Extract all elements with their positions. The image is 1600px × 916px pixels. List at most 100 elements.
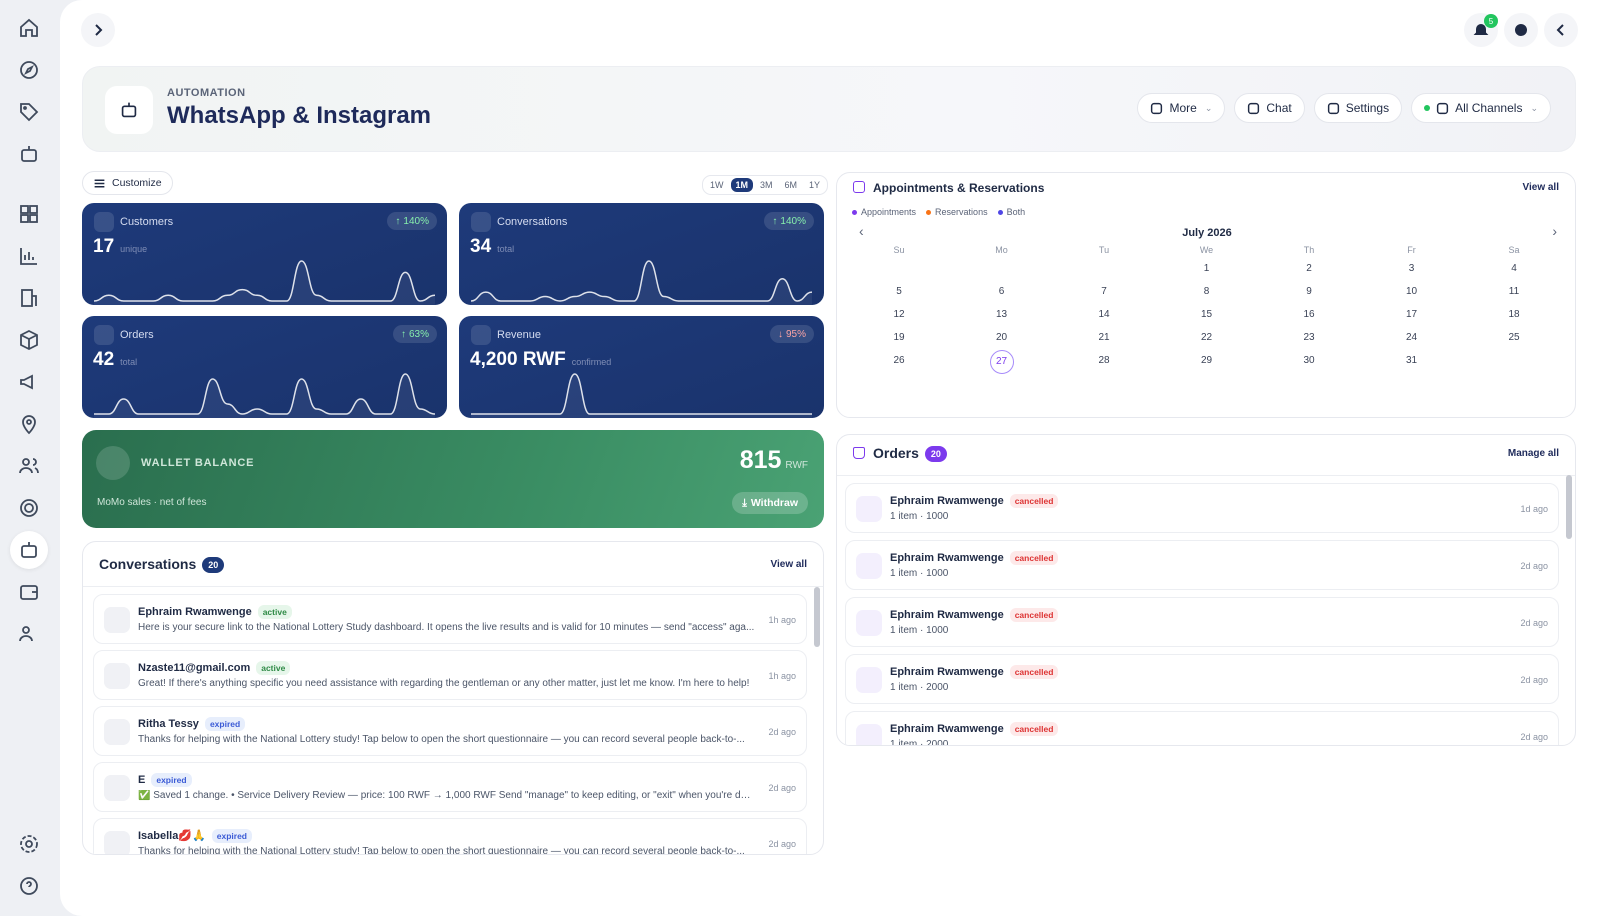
next-month[interactable]: › bbox=[1552, 223, 1557, 239]
cart-icon bbox=[853, 447, 865, 459]
legend-label: Appointments bbox=[861, 207, 917, 217]
prev-month[interactable]: ‹ bbox=[859, 223, 864, 239]
appointments-view-all[interactable]: View all bbox=[1522, 182, 1559, 193]
nav-settings[interactable] bbox=[17, 832, 41, 856]
calendar-day[interactable]: 20 bbox=[995, 332, 1008, 343]
calendar-day[interactable]: 2 bbox=[1306, 263, 1312, 274]
calendar-day[interactable]: 1 bbox=[1203, 263, 1210, 274]
header-eyebrow: AUTOMATION bbox=[167, 87, 246, 99]
calendar-day[interactable]: 23 bbox=[1303, 332, 1315, 343]
order-row[interactable]: Ephraim Rwamwenge cancelled 1 item · 1000 1… bbox=[845, 483, 1559, 533]
range-option[interactable]: 6M bbox=[784, 180, 798, 190]
stat-change: ↑ 140% bbox=[387, 212, 437, 230]
nav-home[interactable] bbox=[17, 16, 41, 40]
range-option[interactable]: 1M bbox=[730, 178, 754, 192]
appointments-title: Appointments & Reservations bbox=[873, 181, 1045, 195]
calendar-day[interactable]: 4 bbox=[1511, 263, 1517, 274]
nav-buildings[interactable] bbox=[17, 286, 41, 310]
settings-button[interactable] bbox=[1504, 13, 1538, 47]
order-row[interactable]: Ephraim Rwamwenge cancelled 1 item · 1000 2… bbox=[845, 597, 1559, 647]
order-row[interactable]: Ephraim Rwamwenge cancelled 1 item · 1000 2… bbox=[845, 540, 1559, 590]
header-action[interactable]: All Channels ⌄ bbox=[1411, 93, 1551, 123]
calendar-day[interactable]: 18 bbox=[1508, 309, 1520, 320]
legend-label: Both bbox=[1006, 207, 1026, 217]
order-row[interactable]: Ephraim Rwamwenge cancelled 1 item · 2000 2… bbox=[845, 654, 1559, 704]
calendar-day[interactable]: 14 bbox=[1098, 309, 1110, 320]
calendar-day[interactable]: 5 bbox=[896, 286, 902, 297]
stat-label: Orders bbox=[120, 329, 154, 341]
stat-unit: total bbox=[120, 357, 138, 367]
nav-team[interactable] bbox=[17, 622, 41, 646]
status-badge: expired bbox=[204, 717, 246, 731]
calendar-day[interactable]: 3 bbox=[1408, 263, 1415, 274]
withdraw-button[interactable]: ⤓ Withdraw bbox=[732, 492, 808, 514]
range-option[interactable]: 1W bbox=[710, 180, 724, 190]
calendar-day[interactable]: 19 bbox=[893, 332, 905, 343]
conversation-name: E bbox=[138, 773, 146, 786]
calendar-day[interactable]: 31 bbox=[1405, 355, 1418, 366]
nav-wallet[interactable] bbox=[17, 580, 41, 604]
nav-grid[interactable] bbox=[17, 202, 41, 226]
calendar-day[interactable]: 28 bbox=[1098, 355, 1110, 366]
calendar-day[interactable]: 10 bbox=[1405, 286, 1418, 297]
weekday-label: Th bbox=[1303, 245, 1315, 255]
orders-manage-all[interactable]: Manage all bbox=[1507, 448, 1559, 459]
nav-contacts[interactable] bbox=[17, 454, 41, 478]
range-option[interactable]: 1Y bbox=[809, 180, 821, 190]
nav-products[interactable] bbox=[17, 328, 41, 352]
nav-analytics[interactable] bbox=[17, 244, 41, 268]
nav-automation[interactable] bbox=[17, 538, 41, 562]
calendar-day[interactable]: 6 bbox=[998, 286, 1005, 297]
calendar-day[interactable]: 13 bbox=[995, 309, 1008, 320]
conversations-view-all[interactable]: View all bbox=[770, 559, 807, 570]
collapse-button[interactable] bbox=[1544, 13, 1578, 47]
trend-arrow: ↑ bbox=[772, 215, 778, 227]
nav-campaigns[interactable] bbox=[17, 370, 41, 394]
stat-number: 42 bbox=[93, 349, 115, 370]
stat-card: Orders 42 total ↑ 63% bbox=[82, 316, 447, 418]
calendar-day[interactable]: 22 bbox=[1200, 332, 1213, 343]
calendar-day[interactable]: 15 bbox=[1200, 309, 1213, 320]
range-option[interactable]: 3M bbox=[760, 180, 773, 190]
calendar-day[interactable]: 12 bbox=[893, 309, 905, 320]
conversation-message: ✅ Saved 1 change. • Service Delivery Rev… bbox=[138, 790, 756, 801]
nav-targets[interactable] bbox=[17, 496, 41, 520]
conversation-row[interactable]: Ritha Tessy expired Thanks for helping wit… bbox=[93, 706, 807, 756]
active-nav-bg bbox=[10, 531, 48, 569]
nav-explore[interactable] bbox=[17, 58, 41, 82]
calendar-day[interactable]: 9 bbox=[1306, 286, 1312, 297]
calendar-day-today[interactable]: 27 bbox=[989, 350, 1014, 374]
order-customer: Ephraim Rwamwenge bbox=[890, 665, 1004, 678]
expand-button[interactable] bbox=[81, 13, 115, 47]
nav-bot[interactable] bbox=[17, 142, 41, 166]
calendar-day[interactable]: 24 bbox=[1405, 332, 1418, 343]
nav-tags[interactable] bbox=[17, 100, 41, 124]
wallet-note: MoMo sales · net of fees bbox=[97, 497, 207, 508]
chevron: ⌄ bbox=[1530, 102, 1538, 113]
nav-help[interactable] bbox=[17, 874, 41, 898]
customize-button[interactable]: Customize bbox=[82, 171, 173, 195]
action-label: More bbox=[1169, 101, 1197, 115]
conversation-row[interactable]: Nzaste11@gmail.com active Great! If there'… bbox=[93, 650, 807, 700]
calendar-day[interactable]: 8 bbox=[1203, 286, 1210, 297]
conversation-row[interactable]: Isabella💋🙏 expired Thanks for helping with… bbox=[93, 818, 807, 854]
conversation-time: 2d ago bbox=[768, 783, 796, 793]
nav-location[interactable] bbox=[17, 412, 41, 436]
calendar-day[interactable]: 21 bbox=[1098, 332, 1110, 343]
header-action[interactable]: Chat bbox=[1234, 93, 1305, 123]
calendar-day[interactable]: 11 bbox=[1508, 286, 1520, 297]
calendar-day[interactable]: 26 bbox=[893, 355, 905, 366]
header-action[interactable]: More ⌄ bbox=[1137, 93, 1226, 123]
conversation-row[interactable]: Ephraim Rwamwenge active Here is your secu… bbox=[93, 594, 807, 644]
calendar-day[interactable]: 17 bbox=[1405, 309, 1418, 320]
calendar-day[interactable]: 25 bbox=[1508, 332, 1520, 343]
calendar-day[interactable]: 30 bbox=[1303, 355, 1315, 366]
sparkline bbox=[470, 260, 813, 305]
order-row[interactable]: Ephraim Rwamwenge cancelled 1 item · 2000 2… bbox=[845, 711, 1559, 745]
calendar-day[interactable]: 16 bbox=[1303, 309, 1315, 320]
calendar-day[interactable]: 29 bbox=[1200, 355, 1213, 366]
calendar-day[interactable]: 7 bbox=[1101, 286, 1107, 297]
header-action[interactable]: Settings bbox=[1313, 93, 1403, 123]
